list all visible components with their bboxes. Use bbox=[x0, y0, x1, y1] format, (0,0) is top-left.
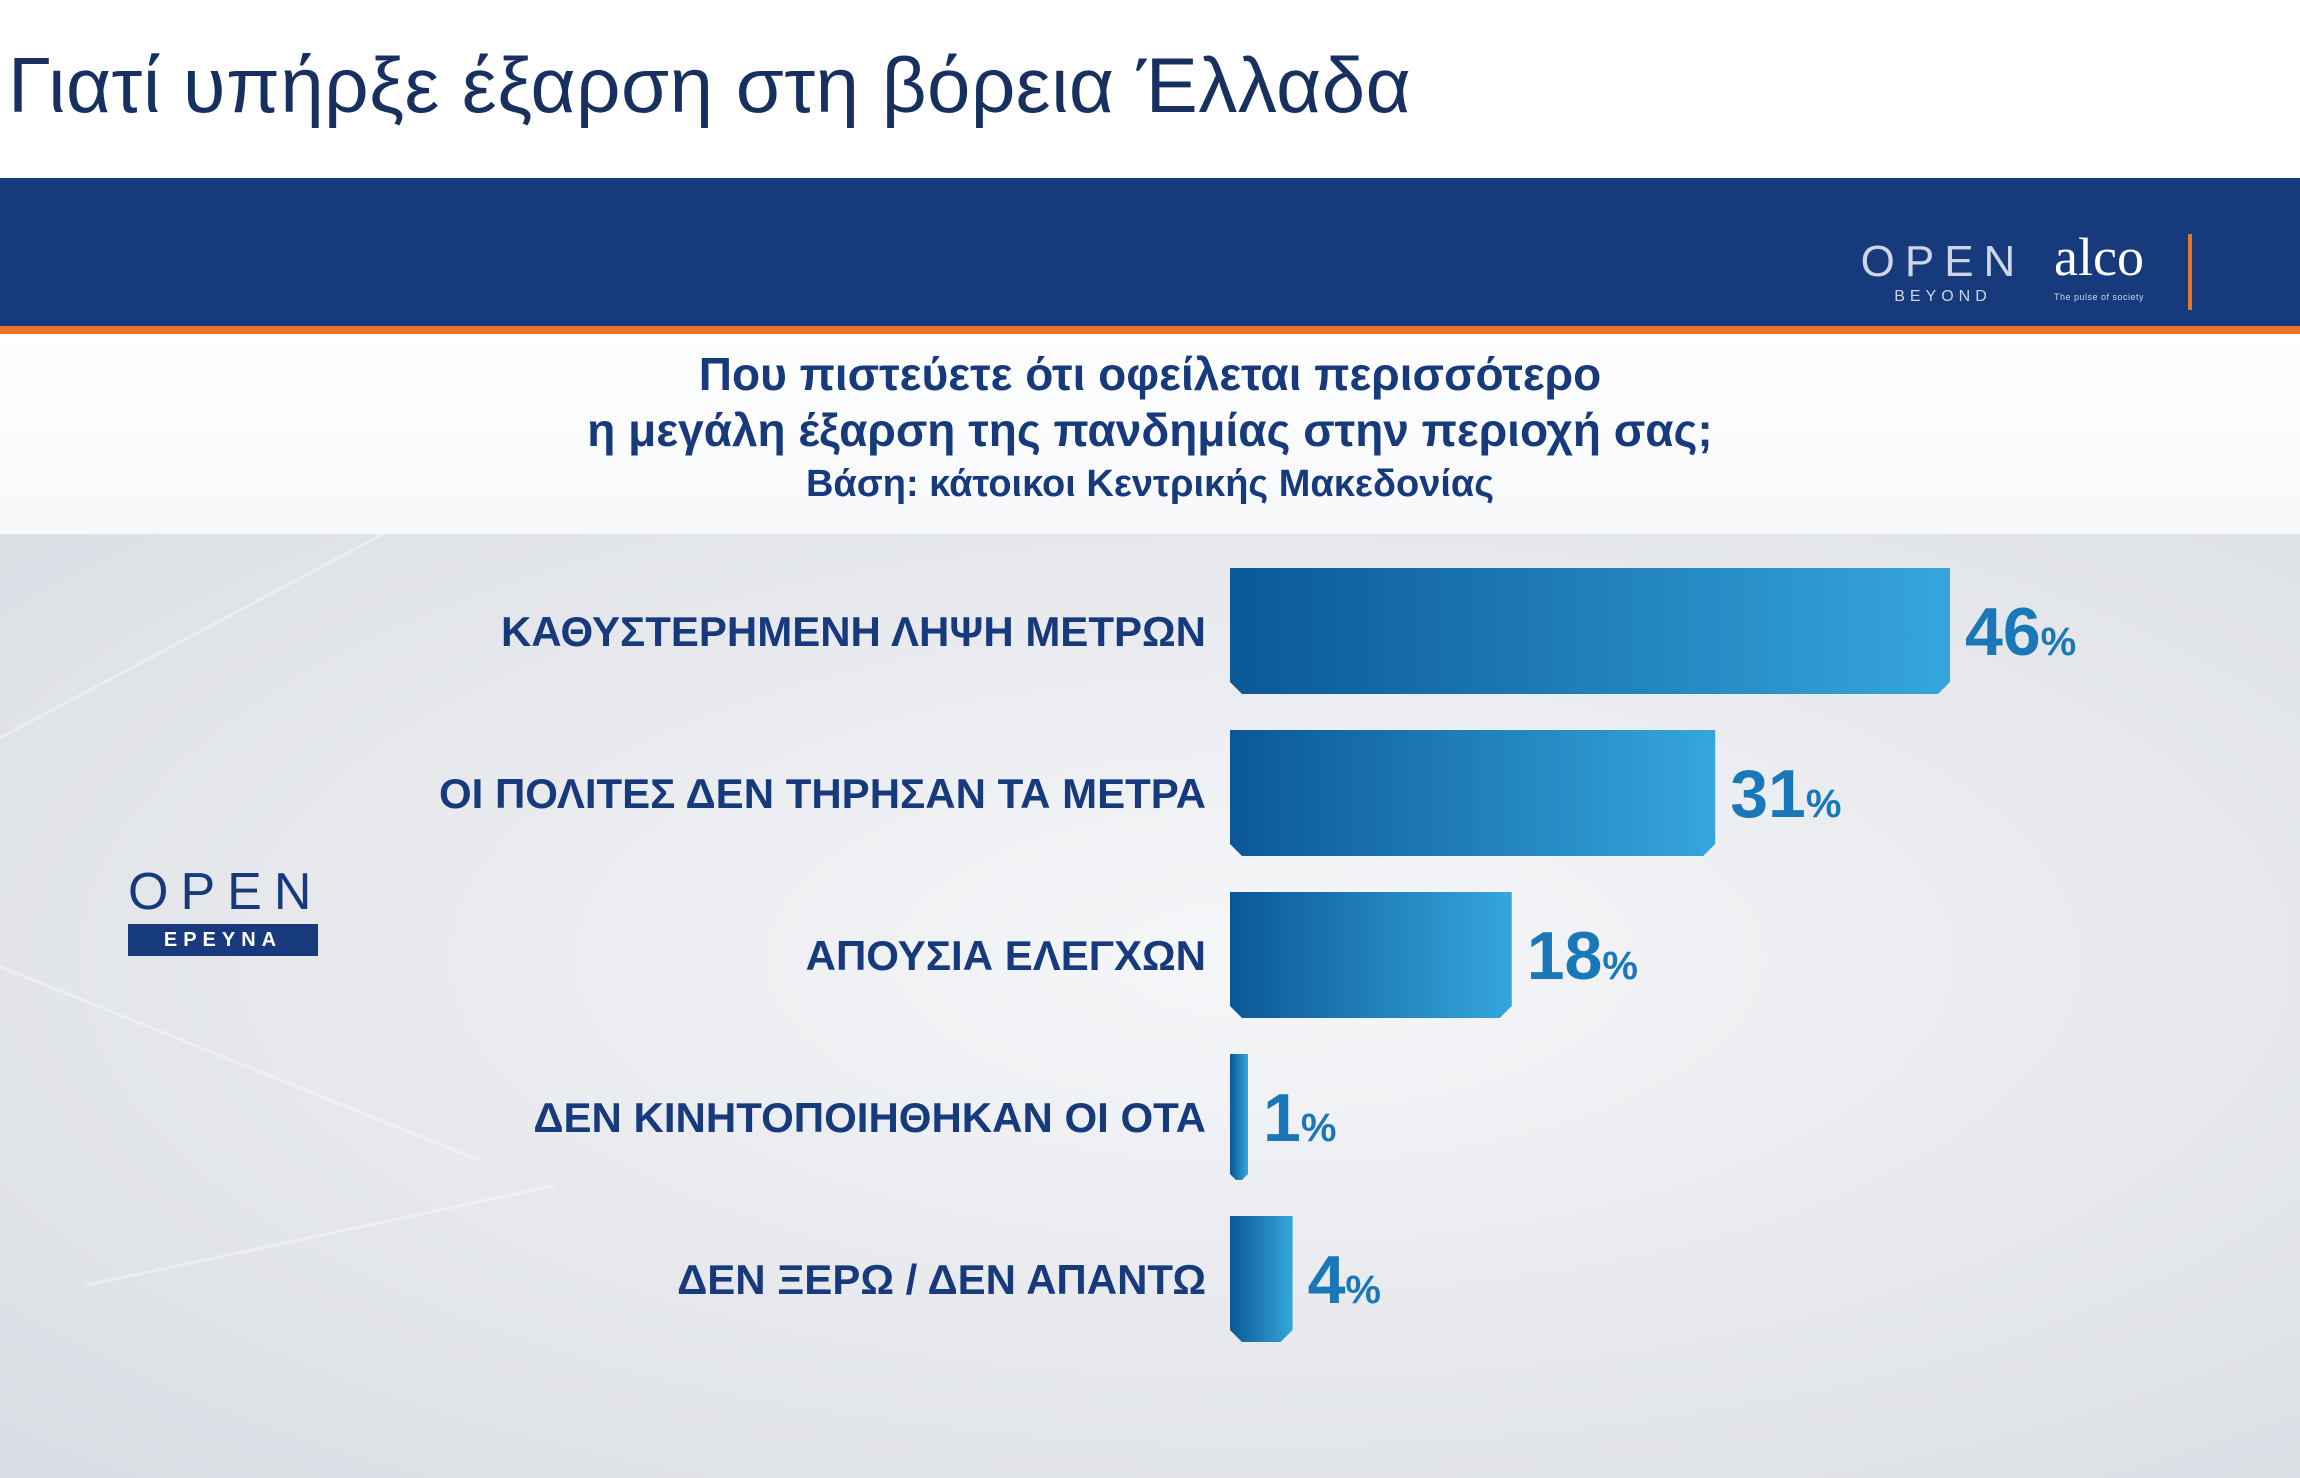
alco-logo-word: alco bbox=[2054, 227, 2144, 287]
chart-title-line-2: η μεγάλη έξαρση της πανδημίας στην περιο… bbox=[587, 404, 1713, 456]
open-logo-sub: BEYOND bbox=[1894, 288, 1992, 305]
chart-title-block: Που πιστεύετε ότι οφείλεται περισσότερο … bbox=[0, 334, 2300, 534]
bar-2 bbox=[1230, 730, 1716, 856]
bars-layer: ΚΑΘΥΣΤΕΡΗΜΕΝΗ ΛΗΨΗ ΜΕΤΡΩΝ 46% ΟΙ ΠΟΛΙΤΕΣ Δ… bbox=[439, 568, 2076, 1342]
header-banner bbox=[0, 178, 2300, 326]
category-label-3: ΑΠΟΥΣΙΑ ΕΛΕΓΧΩΝ bbox=[806, 932, 1206, 979]
open-erevna-logo: OPEN ΕΡΕΥΝΑ bbox=[128, 866, 318, 956]
open-beyond-logo: OPEN BEYOND bbox=[1860, 240, 2026, 306]
value-label-5: 4% bbox=[1308, 1242, 1381, 1318]
banner-accent-stripe bbox=[0, 326, 2300, 334]
page-heading: Γιατί υπήρξε έξαρση στη βόρεια Έλλαδα bbox=[8, 41, 1412, 129]
value-label-4: 1% bbox=[1263, 1080, 1336, 1156]
bar-1 bbox=[1230, 568, 1950, 694]
value-label-1: 46% bbox=[1965, 594, 2076, 670]
value-label-2: 31% bbox=[1730, 756, 1841, 832]
alco-logo-sub: The pulse of society bbox=[2054, 292, 2145, 302]
open-erevna-word: OPEN bbox=[128, 863, 324, 921]
bar-5 bbox=[1230, 1216, 1293, 1342]
category-label-2: ΟΙ ΠΟΛΙΤΕΣ ΔΕΝ ΤΗΡΗΣΑΝ ΤΑ ΜΕΤΡΑ bbox=[439, 770, 1206, 817]
chart-subtitle: Βάση: κάτοικοι Κεντρικής Μακεδονίας bbox=[805, 463, 1495, 505]
open-logo-word: OPEN bbox=[1860, 237, 2026, 286]
open-erevna-tag: ΕΡΕΥΝΑ bbox=[128, 924, 318, 956]
chart-title-line-1: Που πιστεύετε ότι οφείλεται περισσότερο bbox=[698, 348, 1602, 400]
category-label-4: ΔΕΝ ΚΙΝΗΤΟΠΟΙΗΘΗΚΑΝ ΟΙ ΟΤΑ bbox=[533, 1094, 1206, 1141]
banner-divider bbox=[2188, 234, 2192, 310]
bar-3 bbox=[1230, 892, 1512, 1018]
alco-logo: alco The pulse of society bbox=[2054, 230, 2144, 302]
category-label-5: ΔΕΝ ΞΕΡΩ / ΔΕΝ ΑΠΑΝΤΩ bbox=[677, 1256, 1206, 1303]
bar-4 bbox=[1230, 1054, 1248, 1180]
category-label-1: ΚΑΘΥΣΤΕΡΗΜΕΝΗ ΛΗΨΗ ΜΕΤΡΩΝ bbox=[501, 608, 1206, 655]
value-label-3: 18% bbox=[1527, 918, 1638, 994]
